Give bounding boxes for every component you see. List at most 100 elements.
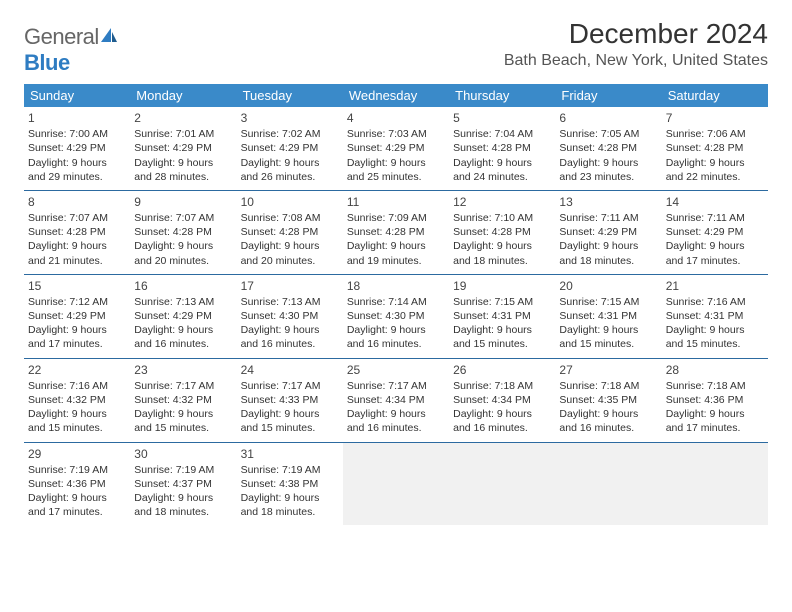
daylight-line-1: Daylight: 9 hours <box>134 239 232 253</box>
daylight-line-1: Daylight: 9 hours <box>559 239 657 253</box>
daylight-line-1: Daylight: 9 hours <box>347 239 445 253</box>
sunrise-line: Sunrise: 7:03 AM <box>347 127 445 141</box>
sunset-line: Sunset: 4:31 PM <box>559 309 657 323</box>
day-number: 27 <box>559 362 657 378</box>
daylight-line-1: Daylight: 9 hours <box>241 407 339 421</box>
daylight-line-1: Daylight: 9 hours <box>241 239 339 253</box>
daylight-line-1: Daylight: 9 hours <box>28 156 126 170</box>
weekday-header: Monday <box>130 84 236 107</box>
sunset-line: Sunset: 4:28 PM <box>666 141 764 155</box>
daylight-line-1: Daylight: 9 hours <box>666 156 764 170</box>
day-number: 6 <box>559 110 657 126</box>
header: GeneralBlue December 2024 Bath Beach, Ne… <box>24 18 768 76</box>
sunrise-line: Sunrise: 7:18 AM <box>453 379 551 393</box>
sunrise-line: Sunrise: 7:02 AM <box>241 127 339 141</box>
sunrise-line: Sunrise: 7:16 AM <box>666 295 764 309</box>
daylight-line-1: Daylight: 9 hours <box>666 407 764 421</box>
daylight-line-1: Daylight: 9 hours <box>347 407 445 421</box>
day-number: 10 <box>241 194 339 210</box>
calendar-table: Sunday Monday Tuesday Wednesday Thursday… <box>24 84 768 525</box>
sunrise-line: Sunrise: 7:17 AM <box>134 379 232 393</box>
daylight-line-1: Daylight: 9 hours <box>347 156 445 170</box>
sunset-line: Sunset: 4:28 PM <box>28 225 126 239</box>
logo-word2: Blue <box>24 50 70 75</box>
sunset-line: Sunset: 4:30 PM <box>241 309 339 323</box>
calendar-week-row: 8Sunrise: 7:07 AMSunset: 4:28 PMDaylight… <box>24 190 768 274</box>
day-number: 15 <box>28 278 126 294</box>
day-number: 12 <box>453 194 551 210</box>
calendar-day-cell: 16Sunrise: 7:13 AMSunset: 4:29 PMDayligh… <box>130 274 236 358</box>
day-number: 5 <box>453 110 551 126</box>
day-number: 17 <box>241 278 339 294</box>
calendar-day-cell: 11Sunrise: 7:09 AMSunset: 4:28 PMDayligh… <box>343 190 449 274</box>
sunrise-line: Sunrise: 7:16 AM <box>28 379 126 393</box>
daylight-line-2: and 17 minutes. <box>28 505 126 519</box>
daylight-line-1: Daylight: 9 hours <box>666 239 764 253</box>
sunset-line: Sunset: 4:32 PM <box>28 393 126 407</box>
sunset-line: Sunset: 4:28 PM <box>453 141 551 155</box>
calendar-day-cell: 8Sunrise: 7:07 AMSunset: 4:28 PMDaylight… <box>24 190 130 274</box>
sunset-line: Sunset: 4:31 PM <box>666 309 764 323</box>
calendar-day-cell: 20Sunrise: 7:15 AMSunset: 4:31 PMDayligh… <box>555 274 661 358</box>
daylight-line-2: and 16 minutes. <box>241 337 339 351</box>
sunrise-line: Sunrise: 7:14 AM <box>347 295 445 309</box>
daylight-line-1: Daylight: 9 hours <box>453 239 551 253</box>
calendar-day-cell: 31Sunrise: 7:19 AMSunset: 4:38 PMDayligh… <box>237 442 343 525</box>
day-number: 24 <box>241 362 339 378</box>
daylight-line-2: and 22 minutes. <box>666 170 764 184</box>
day-number: 29 <box>28 446 126 462</box>
sunrise-line: Sunrise: 7:13 AM <box>241 295 339 309</box>
calendar-day-cell: 5Sunrise: 7:04 AMSunset: 4:28 PMDaylight… <box>449 107 555 190</box>
daylight-line-1: Daylight: 9 hours <box>28 491 126 505</box>
calendar-day-cell: 25Sunrise: 7:17 AMSunset: 4:34 PMDayligh… <box>343 358 449 442</box>
sunset-line: Sunset: 4:34 PM <box>453 393 551 407</box>
sunrise-line: Sunrise: 7:09 AM <box>347 211 445 225</box>
day-number: 11 <box>347 194 445 210</box>
calendar-week-row: 1Sunrise: 7:00 AMSunset: 4:29 PMDaylight… <box>24 107 768 190</box>
day-number: 18 <box>347 278 445 294</box>
daylight-line-1: Daylight: 9 hours <box>134 323 232 337</box>
daylight-line-1: Daylight: 9 hours <box>28 323 126 337</box>
calendar-day-cell: 27Sunrise: 7:18 AMSunset: 4:35 PMDayligh… <box>555 358 661 442</box>
logo: GeneralBlue <box>24 18 119 76</box>
daylight-line-1: Daylight: 9 hours <box>666 323 764 337</box>
sunset-line: Sunset: 4:28 PM <box>453 225 551 239</box>
day-number: 2 <box>134 110 232 126</box>
day-number: 8 <box>28 194 126 210</box>
daylight-line-2: and 17 minutes. <box>666 254 764 268</box>
daylight-line-2: and 18 minutes. <box>241 505 339 519</box>
title-block: December 2024 Bath Beach, New York, Unit… <box>504 18 768 70</box>
sunset-line: Sunset: 4:28 PM <box>559 141 657 155</box>
sunset-line: Sunset: 4:38 PM <box>241 477 339 491</box>
daylight-line-2: and 16 minutes. <box>347 421 445 435</box>
sunrise-line: Sunrise: 7:04 AM <box>453 127 551 141</box>
daylight-line-1: Daylight: 9 hours <box>28 239 126 253</box>
calendar-day-cell: 17Sunrise: 7:13 AMSunset: 4:30 PMDayligh… <box>237 274 343 358</box>
daylight-line-1: Daylight: 9 hours <box>559 156 657 170</box>
sunrise-line: Sunrise: 7:19 AM <box>28 463 126 477</box>
calendar-day-cell: 24Sunrise: 7:17 AMSunset: 4:33 PMDayligh… <box>237 358 343 442</box>
calendar-day-cell: 7Sunrise: 7:06 AMSunset: 4:28 PMDaylight… <box>662 107 768 190</box>
daylight-line-1: Daylight: 9 hours <box>134 491 232 505</box>
sunrise-line: Sunrise: 7:00 AM <box>28 127 126 141</box>
day-number: 3 <box>241 110 339 126</box>
calendar-day-cell: 26Sunrise: 7:18 AMSunset: 4:34 PMDayligh… <box>449 358 555 442</box>
calendar-day-cell <box>662 442 768 525</box>
sunrise-line: Sunrise: 7:07 AM <box>134 211 232 225</box>
weekday-header: Tuesday <box>237 84 343 107</box>
day-number: 9 <box>134 194 232 210</box>
sunset-line: Sunset: 4:29 PM <box>347 141 445 155</box>
day-number: 28 <box>666 362 764 378</box>
daylight-line-2: and 16 minutes. <box>134 337 232 351</box>
daylight-line-1: Daylight: 9 hours <box>559 407 657 421</box>
day-number: 30 <box>134 446 232 462</box>
calendar-day-cell: 18Sunrise: 7:14 AMSunset: 4:30 PMDayligh… <box>343 274 449 358</box>
weekday-header-row: Sunday Monday Tuesday Wednesday Thursday… <box>24 84 768 107</box>
sunrise-line: Sunrise: 7:15 AM <box>453 295 551 309</box>
sunset-line: Sunset: 4:29 PM <box>134 141 232 155</box>
daylight-line-2: and 20 minutes. <box>241 254 339 268</box>
calendar-day-cell: 29Sunrise: 7:19 AMSunset: 4:36 PMDayligh… <box>24 442 130 525</box>
sunset-line: Sunset: 4:33 PM <box>241 393 339 407</box>
sunset-line: Sunset: 4:35 PM <box>559 393 657 407</box>
daylight-line-2: and 18 minutes. <box>134 505 232 519</box>
